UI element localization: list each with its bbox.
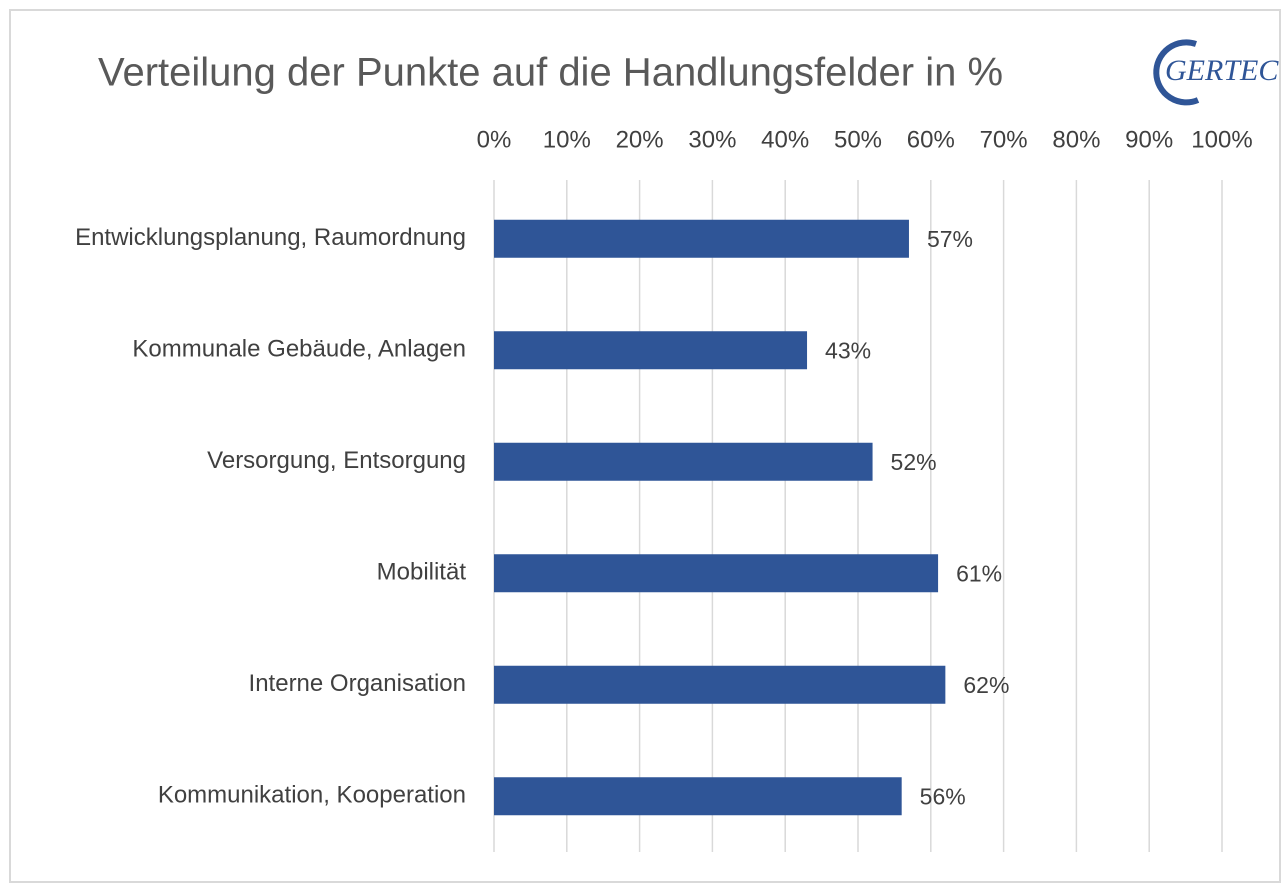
x-tick-label: 0%	[477, 126, 512, 153]
value-label: 43%	[825, 337, 871, 363]
x-tick-label: 30%	[688, 126, 736, 153]
value-label: 62%	[963, 672, 1009, 698]
value-label: 61%	[956, 560, 1002, 586]
bar	[494, 777, 902, 816]
y-tick-label: Mobilität	[377, 559, 467, 586]
x-tick-label: 90%	[1125, 126, 1173, 153]
bar	[494, 665, 946, 704]
x-tick-label: 60%	[907, 126, 955, 153]
value-label: 56%	[920, 783, 966, 809]
chart-title: Verteilung der Punkte auf die Handlungsf…	[98, 51, 1003, 95]
y-tick-label: Kommunikation, Kooperation	[158, 782, 466, 809]
y-tick-label: Entwicklungsplanung, Raumordnung	[75, 224, 466, 251]
x-tick-label: 20%	[616, 126, 664, 153]
x-tick-label: 80%	[1052, 126, 1100, 153]
bar	[494, 554, 939, 593]
y-tick-label: Kommunale Gebäude, Anlagen	[132, 336, 466, 363]
x-tick-label: 40%	[761, 126, 809, 153]
logo-text: GERTEC	[1165, 54, 1279, 87]
bar	[494, 219, 909, 258]
logo-arc	[1153, 39, 1200, 106]
value-label: 57%	[927, 226, 973, 252]
x-tick-label: 70%	[980, 126, 1028, 153]
y-tick-label: Versorgung, Entsorgung	[207, 447, 466, 474]
bar	[494, 331, 808, 370]
x-tick-label: 50%	[834, 126, 882, 153]
logo: GERTEC	[1153, 39, 1279, 106]
value-label: 52%	[891, 449, 937, 475]
x-tick-label: 100%	[1191, 126, 1252, 153]
bar	[494, 442, 873, 481]
x-tick-label: 10%	[543, 126, 591, 153]
y-tick-label: Interne Organisation	[249, 670, 466, 697]
